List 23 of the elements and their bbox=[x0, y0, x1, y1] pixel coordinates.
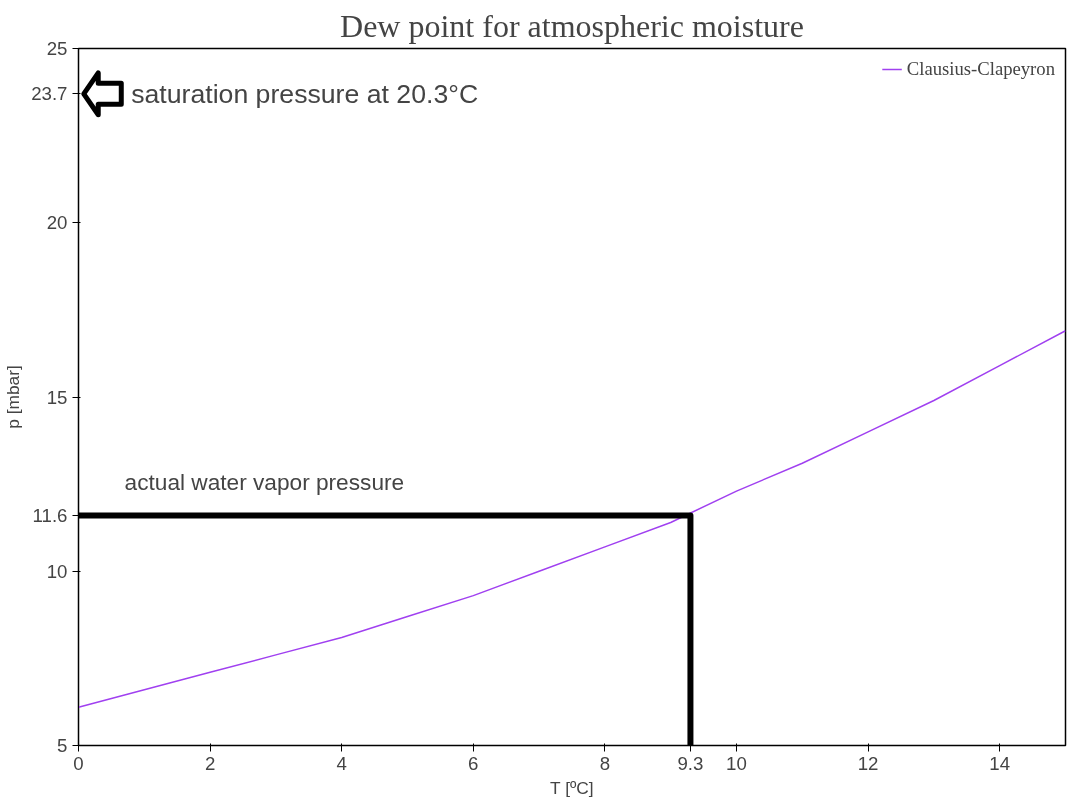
x-tick-label: 9.3 bbox=[677, 752, 704, 774]
legend-label: Clausius-Clapeyron bbox=[906, 58, 1055, 80]
y-tick-label: 20 bbox=[46, 212, 68, 234]
x-tick-label: 14 bbox=[989, 752, 1011, 774]
y-tick-label: 11.6 bbox=[32, 504, 68, 526]
y-tick-label: 15 bbox=[46, 386, 68, 408]
x-tick-label: 4 bbox=[336, 752, 347, 774]
x-tick-label: 6 bbox=[468, 752, 479, 774]
y-tick-label: 25 bbox=[46, 38, 68, 59]
x-tick-label: 0 bbox=[73, 752, 84, 774]
annotation: actual water vapor pressure bbox=[124, 468, 405, 495]
y-tick-label: 5 bbox=[57, 735, 68, 756]
x-axis-title: T [ºC] bbox=[550, 777, 594, 798]
x-tick-label: 10 bbox=[726, 752, 747, 774]
x-tick-label: 8 bbox=[599, 752, 611, 774]
y-tick-label: 23.7 bbox=[31, 83, 68, 105]
x-tick-label: 12 bbox=[857, 752, 879, 774]
y-axis-title: p [mbar] bbox=[3, 365, 24, 429]
chart-title: Dew point for atmospheric moisture bbox=[340, 7, 804, 44]
annotation: saturation pressure at 20.3°C bbox=[131, 78, 479, 109]
y-tick-label: 10 bbox=[46, 560, 68, 582]
line-series bbox=[78, 330, 1066, 708]
x-tick-label: 2 bbox=[204, 752, 216, 774]
